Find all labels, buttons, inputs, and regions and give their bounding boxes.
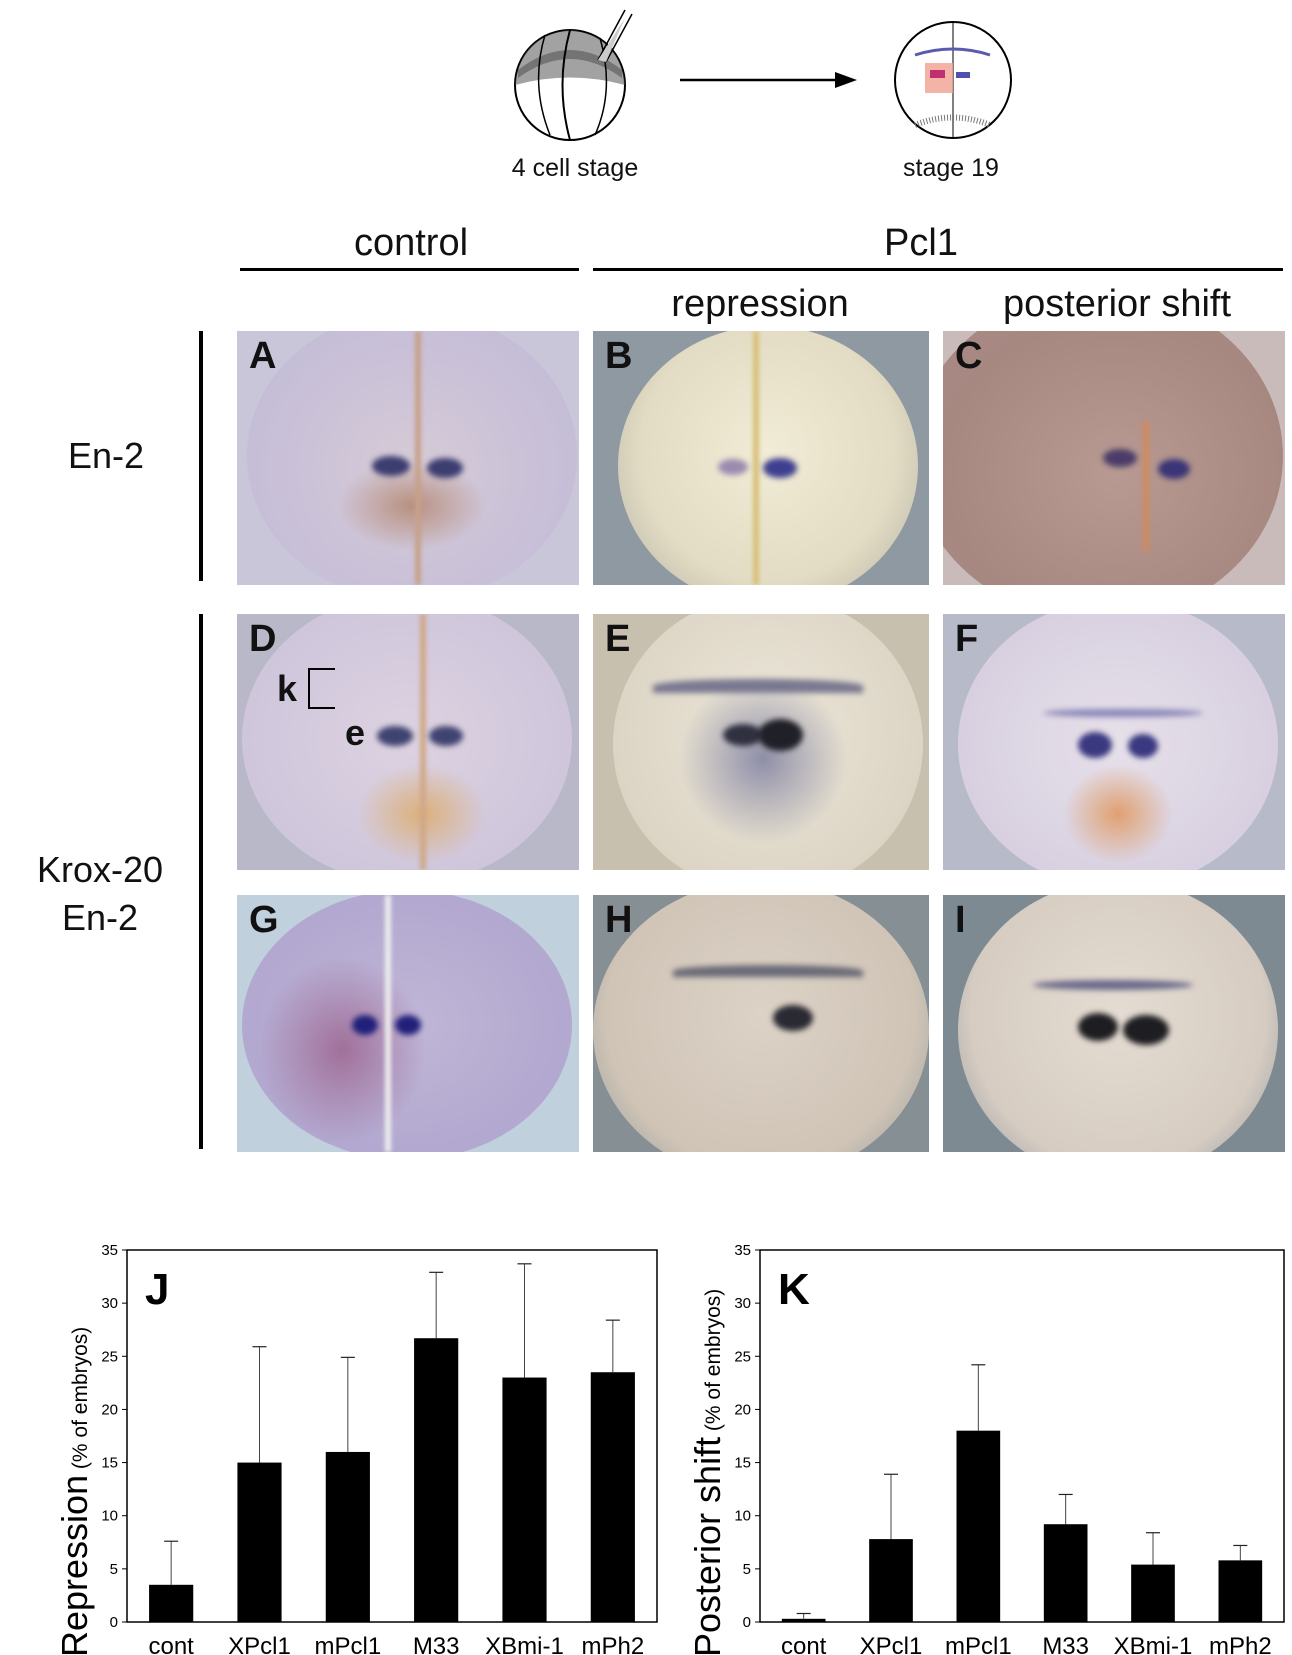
- panel-label-d: D: [249, 618, 277, 660]
- control-divider: [240, 268, 579, 271]
- y-axis-label-main: Posterior shift: [687, 1437, 728, 1655]
- panel-h-image: H: [593, 895, 929, 1152]
- panel-label-h: H: [605, 899, 633, 941]
- row-label-en2: En-2: [67, 435, 145, 476]
- category-label: mPh2: [1209, 1633, 1272, 1655]
- bar-mph2: [590, 1372, 635, 1622]
- y-tick-label: 20: [101, 1401, 118, 1418]
- plot-frame: [126, 1249, 658, 1623]
- repression-header: repression: [671, 283, 849, 325]
- panel-g-image: G: [237, 895, 579, 1152]
- y-tick-label: 35: [734, 1242, 751, 1259]
- row-label-en2-second: En-2: [61, 897, 139, 938]
- bar-cont: [149, 1584, 194, 1622]
- four-cell-stage-caption: 4 cell stage: [511, 154, 639, 182]
- y-tick-label: 0: [743, 1614, 751, 1631]
- y-tick-label: 25: [101, 1348, 118, 1365]
- bar-xpcl1: [237, 1462, 282, 1622]
- marker-k: k: [277, 668, 298, 709]
- panel-e-image: E: [593, 614, 929, 870]
- bar-mph2: [1218, 1560, 1263, 1622]
- bar-m33: [414, 1338, 459, 1622]
- panel-f-image: F: [943, 614, 1285, 870]
- panel-label-e: E: [605, 618, 631, 660]
- stage-19-caption: stage 19: [903, 154, 999, 182]
- chart-k-posterior-shift: 0 5 10 15 20 25 30 35 cont XPcl1 mPcl1 M33 XBmi-1 mPh…: [687, 1242, 1285, 1655]
- panel-label-g: G: [249, 899, 279, 941]
- category-label: cont: [148, 1633, 194, 1655]
- control-header: control: [353, 222, 469, 264]
- panel-label-k: K: [778, 1265, 810, 1314]
- y-tick-label: 5: [743, 1561, 751, 1578]
- y-tick-label: 35: [101, 1242, 118, 1259]
- row-divider-krox20-en2: [199, 614, 203, 1149]
- y-axis-label-main: Repression: [54, 1475, 95, 1655]
- panel-i-image: I: [943, 895, 1285, 1152]
- stage-19-embryo-drawing: [894, 21, 1012, 139]
- category-label: M33: [1042, 1633, 1089, 1655]
- category-label: XBmi-1: [1114, 1633, 1193, 1655]
- category-label: XPcl1: [228, 1633, 291, 1655]
- arrow-icon: [680, 72, 857, 88]
- k-bracket-icon: [308, 668, 335, 709]
- bar-mpcl1: [956, 1430, 1001, 1622]
- row-divider-en2: [199, 331, 203, 581]
- bar-mpcl1: [325, 1451, 370, 1622]
- pcl1-divider: [593, 268, 1283, 271]
- bar-xpcl1: [869, 1539, 913, 1622]
- y-tick-label: 20: [734, 1401, 751, 1418]
- category-label: cont: [781, 1633, 827, 1655]
- category-label: XPcl1: [860, 1633, 923, 1655]
- panel-c-image: C: [943, 331, 1285, 585]
- panel-label-i: I: [955, 899, 966, 941]
- y-tick-label: 10: [734, 1508, 751, 1525]
- category-label: mPcl1: [945, 1633, 1012, 1655]
- panel-label-c: C: [955, 335, 983, 377]
- pcl1-header: Pcl1: [884, 222, 958, 264]
- panel-d-image: D k e: [237, 614, 579, 870]
- chart-j-repression: 0 5 10 15 20 25 30 35 cont XPcl1 mPcl1 M33 XBmi-1 mPh…: [54, 1242, 658, 1655]
- panel-b-image: B: [593, 331, 929, 585]
- bar-xbmi-1: [1131, 1564, 1175, 1622]
- y-axis-label: Posterior shift (% of embryos): [687, 1289, 728, 1655]
- y-tick-label: 30: [101, 1295, 118, 1312]
- category-label: mPh2: [581, 1633, 644, 1655]
- panel-label-f: F: [955, 618, 979, 660]
- y-axis-label-sub: (% of embryos): [69, 1327, 92, 1475]
- posterior-shift-header: posterior shift: [1002, 283, 1232, 325]
- y-axis-label: Repression (% of embryos): [54, 1327, 95, 1655]
- bar-cont: [781, 1618, 826, 1622]
- panel-label-b: B: [605, 335, 633, 377]
- y-tick-label: 15: [101, 1455, 118, 1472]
- marker-e: e: [345, 712, 366, 753]
- panel-label-a: A: [249, 335, 277, 377]
- y-tick-label: 5: [110, 1561, 118, 1578]
- y-tick-label: 25: [734, 1348, 751, 1365]
- panel-label-j: J: [145, 1265, 169, 1314]
- bar-xbmi-1: [502, 1377, 547, 1622]
- category-label: M33: [413, 1633, 460, 1655]
- panel-a-image: A: [237, 331, 579, 585]
- y-tick-label: 10: [101, 1508, 118, 1525]
- bar-m33: [1043, 1524, 1088, 1622]
- four-cell-embryo-drawing: [514, 9, 633, 141]
- y-tick-label: 30: [734, 1295, 751, 1312]
- category-label: XBmi-1: [485, 1633, 564, 1655]
- y-tick-label: 15: [734, 1455, 751, 1472]
- y-tick-label: 0: [110, 1614, 118, 1631]
- row-label-krox20: Krox-20: [36, 849, 164, 890]
- category-label: mPcl1: [314, 1633, 381, 1655]
- plot-frame: [759, 1249, 1285, 1623]
- y-axis-label-sub: (% of embryos): [702, 1289, 725, 1437]
